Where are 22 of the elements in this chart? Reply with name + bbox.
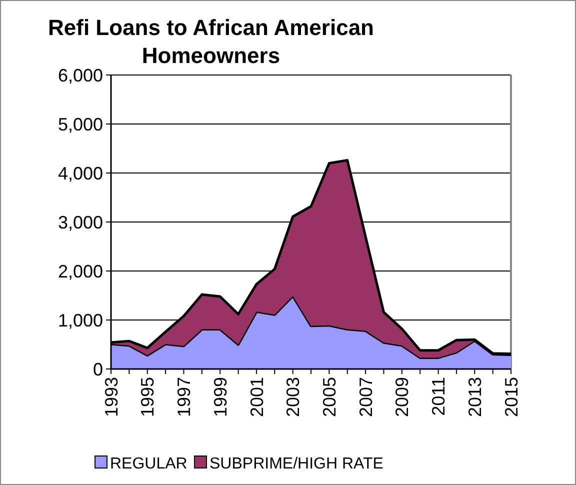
x-tick-label: 1997 — [174, 377, 194, 418]
x-tick-label: 1999 — [210, 377, 230, 418]
y-tick-label: 4,000 — [58, 163, 103, 184]
legend-label: SUBPRIME/HIGH RATE — [210, 456, 384, 473]
x-tick-label: 2005 — [319, 377, 340, 418]
chart-title: Refi Loans to African American Homeowners — [48, 15, 374, 68]
y-tick-label: 1,000 — [58, 310, 103, 330]
x-tick-label: 2013 — [464, 377, 485, 418]
x-tick-label: 2007 — [356, 377, 376, 418]
x-tick-label: 2009 — [392, 377, 412, 418]
x-tick-label: 2003 — [283, 377, 304, 418]
y-tick-label: 6,000 — [58, 65, 103, 86]
x-tick-label: 1995 — [138, 377, 158, 418]
y-tick-label: 5,000 — [58, 114, 103, 134]
x-tick-label: 2011 — [428, 377, 449, 416]
x-tick-label: 2001 — [246, 377, 267, 418]
y-tick-label: 0 — [92, 359, 103, 380]
y-tick-label: 2,000 — [58, 261, 103, 282]
y-tick-label: 3,000 — [58, 212, 103, 232]
legend-label: REGULAR — [110, 456, 188, 473]
x-tick-label: 1993 — [101, 377, 122, 418]
x-tick-label: 2015 — [501, 377, 522, 418]
